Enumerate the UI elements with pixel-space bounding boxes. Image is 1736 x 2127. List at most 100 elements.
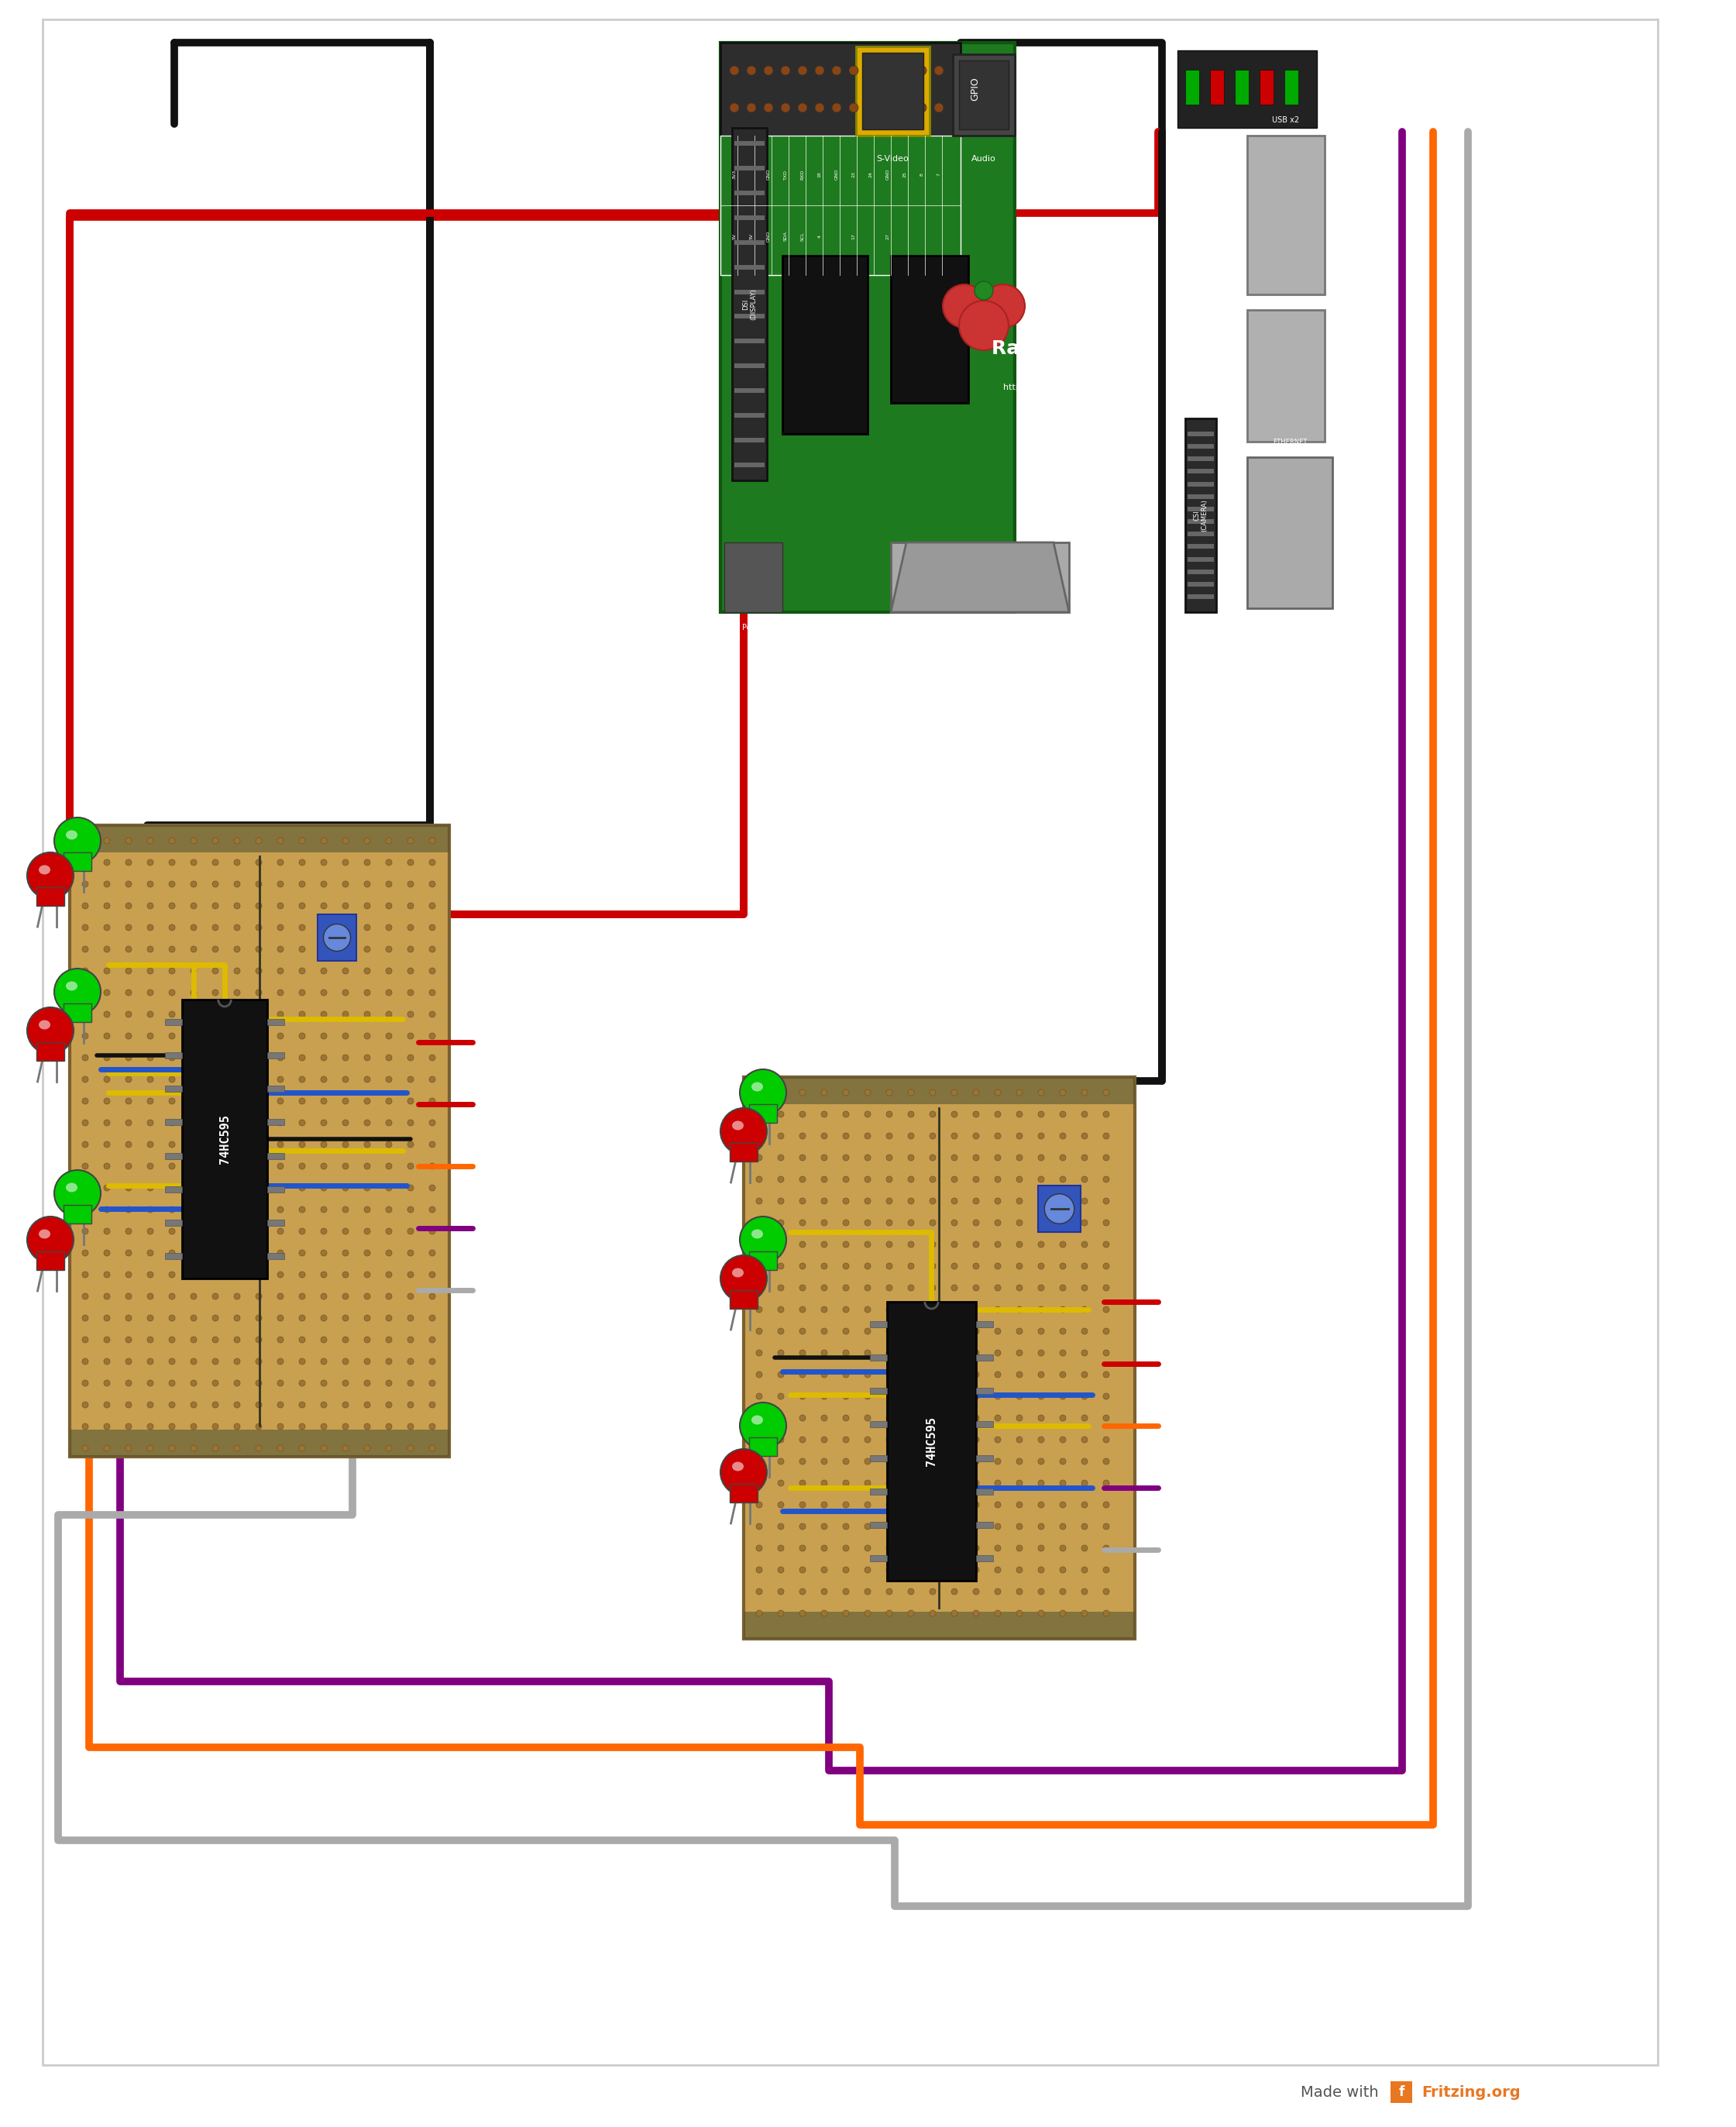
Circle shape xyxy=(901,66,910,74)
Circle shape xyxy=(757,1414,762,1421)
Circle shape xyxy=(385,1076,392,1083)
Circle shape xyxy=(757,1306,762,1312)
Circle shape xyxy=(278,1402,283,1408)
Circle shape xyxy=(299,1293,306,1300)
Circle shape xyxy=(429,1119,436,1125)
Circle shape xyxy=(1038,1393,1045,1400)
Circle shape xyxy=(299,1380,306,1387)
Circle shape xyxy=(1102,1568,1109,1574)
Circle shape xyxy=(278,1314,283,1321)
Circle shape xyxy=(342,1227,349,1234)
Circle shape xyxy=(342,968,349,974)
Circle shape xyxy=(951,1544,958,1551)
Circle shape xyxy=(385,1402,392,1408)
Circle shape xyxy=(191,947,196,953)
Circle shape xyxy=(821,1306,828,1312)
Circle shape xyxy=(191,1034,196,1040)
Circle shape xyxy=(1016,1110,1023,1117)
Circle shape xyxy=(365,1293,370,1300)
Circle shape xyxy=(778,1285,785,1291)
Circle shape xyxy=(1082,1242,1088,1249)
Circle shape xyxy=(842,1089,849,1095)
Circle shape xyxy=(234,1380,240,1387)
Circle shape xyxy=(234,989,240,995)
Circle shape xyxy=(842,1219,849,1225)
Circle shape xyxy=(800,1306,806,1312)
Bar xyxy=(267,1053,285,1059)
Circle shape xyxy=(832,66,842,74)
Bar xyxy=(734,191,764,196)
Circle shape xyxy=(1038,1198,1045,1204)
Circle shape xyxy=(125,1227,132,1234)
Circle shape xyxy=(832,102,842,113)
Circle shape xyxy=(934,102,944,113)
Circle shape xyxy=(908,1502,915,1508)
Circle shape xyxy=(365,1336,370,1342)
Circle shape xyxy=(821,1393,828,1400)
Bar xyxy=(1038,1185,1080,1232)
Circle shape xyxy=(1059,1610,1066,1617)
Circle shape xyxy=(342,1336,349,1342)
Circle shape xyxy=(972,1285,979,1291)
Circle shape xyxy=(842,1263,849,1270)
Bar xyxy=(1187,457,1213,462)
Circle shape xyxy=(321,1251,326,1257)
Circle shape xyxy=(929,1306,936,1312)
Circle shape xyxy=(212,1314,219,1321)
Circle shape xyxy=(885,1219,892,1225)
Circle shape xyxy=(408,1034,413,1040)
Text: 27: 27 xyxy=(885,234,889,240)
Circle shape xyxy=(299,1076,306,1083)
Circle shape xyxy=(821,1544,828,1551)
Circle shape xyxy=(234,1402,240,1408)
Bar xyxy=(1246,311,1325,442)
Circle shape xyxy=(1016,1263,1023,1270)
Circle shape xyxy=(972,1480,979,1487)
Circle shape xyxy=(321,881,326,887)
Circle shape xyxy=(234,1119,240,1125)
Circle shape xyxy=(720,1448,767,1495)
Circle shape xyxy=(299,925,306,932)
Bar xyxy=(1187,432,1213,436)
Circle shape xyxy=(148,968,153,974)
Circle shape xyxy=(321,1055,326,1061)
Circle shape xyxy=(385,1314,392,1321)
Circle shape xyxy=(951,1285,958,1291)
Circle shape xyxy=(148,1119,153,1125)
Circle shape xyxy=(757,1155,762,1161)
Circle shape xyxy=(82,1444,89,1451)
Circle shape xyxy=(778,1219,785,1225)
Circle shape xyxy=(778,1089,785,1095)
Circle shape xyxy=(104,1055,109,1061)
Circle shape xyxy=(995,1110,1002,1117)
Circle shape xyxy=(800,1544,806,1551)
Circle shape xyxy=(168,1119,175,1125)
Circle shape xyxy=(1059,1589,1066,1595)
Circle shape xyxy=(148,902,153,908)
Circle shape xyxy=(800,1372,806,1378)
Circle shape xyxy=(842,1285,849,1291)
Circle shape xyxy=(104,1098,109,1104)
Circle shape xyxy=(168,1380,175,1387)
Circle shape xyxy=(908,1176,915,1183)
Circle shape xyxy=(104,947,109,953)
Circle shape xyxy=(342,1119,349,1125)
Circle shape xyxy=(191,1163,196,1170)
Circle shape xyxy=(299,859,306,866)
Bar xyxy=(36,1042,64,1061)
Circle shape xyxy=(1102,1589,1109,1595)
Circle shape xyxy=(929,1480,936,1487)
Circle shape xyxy=(929,1393,936,1400)
Circle shape xyxy=(995,1327,1002,1334)
Circle shape xyxy=(972,1219,979,1225)
Circle shape xyxy=(299,1227,306,1234)
Circle shape xyxy=(842,1242,849,1249)
Circle shape xyxy=(212,1423,219,1429)
Circle shape xyxy=(82,989,89,995)
Circle shape xyxy=(1082,1544,1088,1551)
Circle shape xyxy=(278,1423,283,1429)
Circle shape xyxy=(168,925,175,932)
Bar xyxy=(976,1421,993,1427)
Circle shape xyxy=(191,1227,196,1234)
Circle shape xyxy=(104,1185,109,1191)
